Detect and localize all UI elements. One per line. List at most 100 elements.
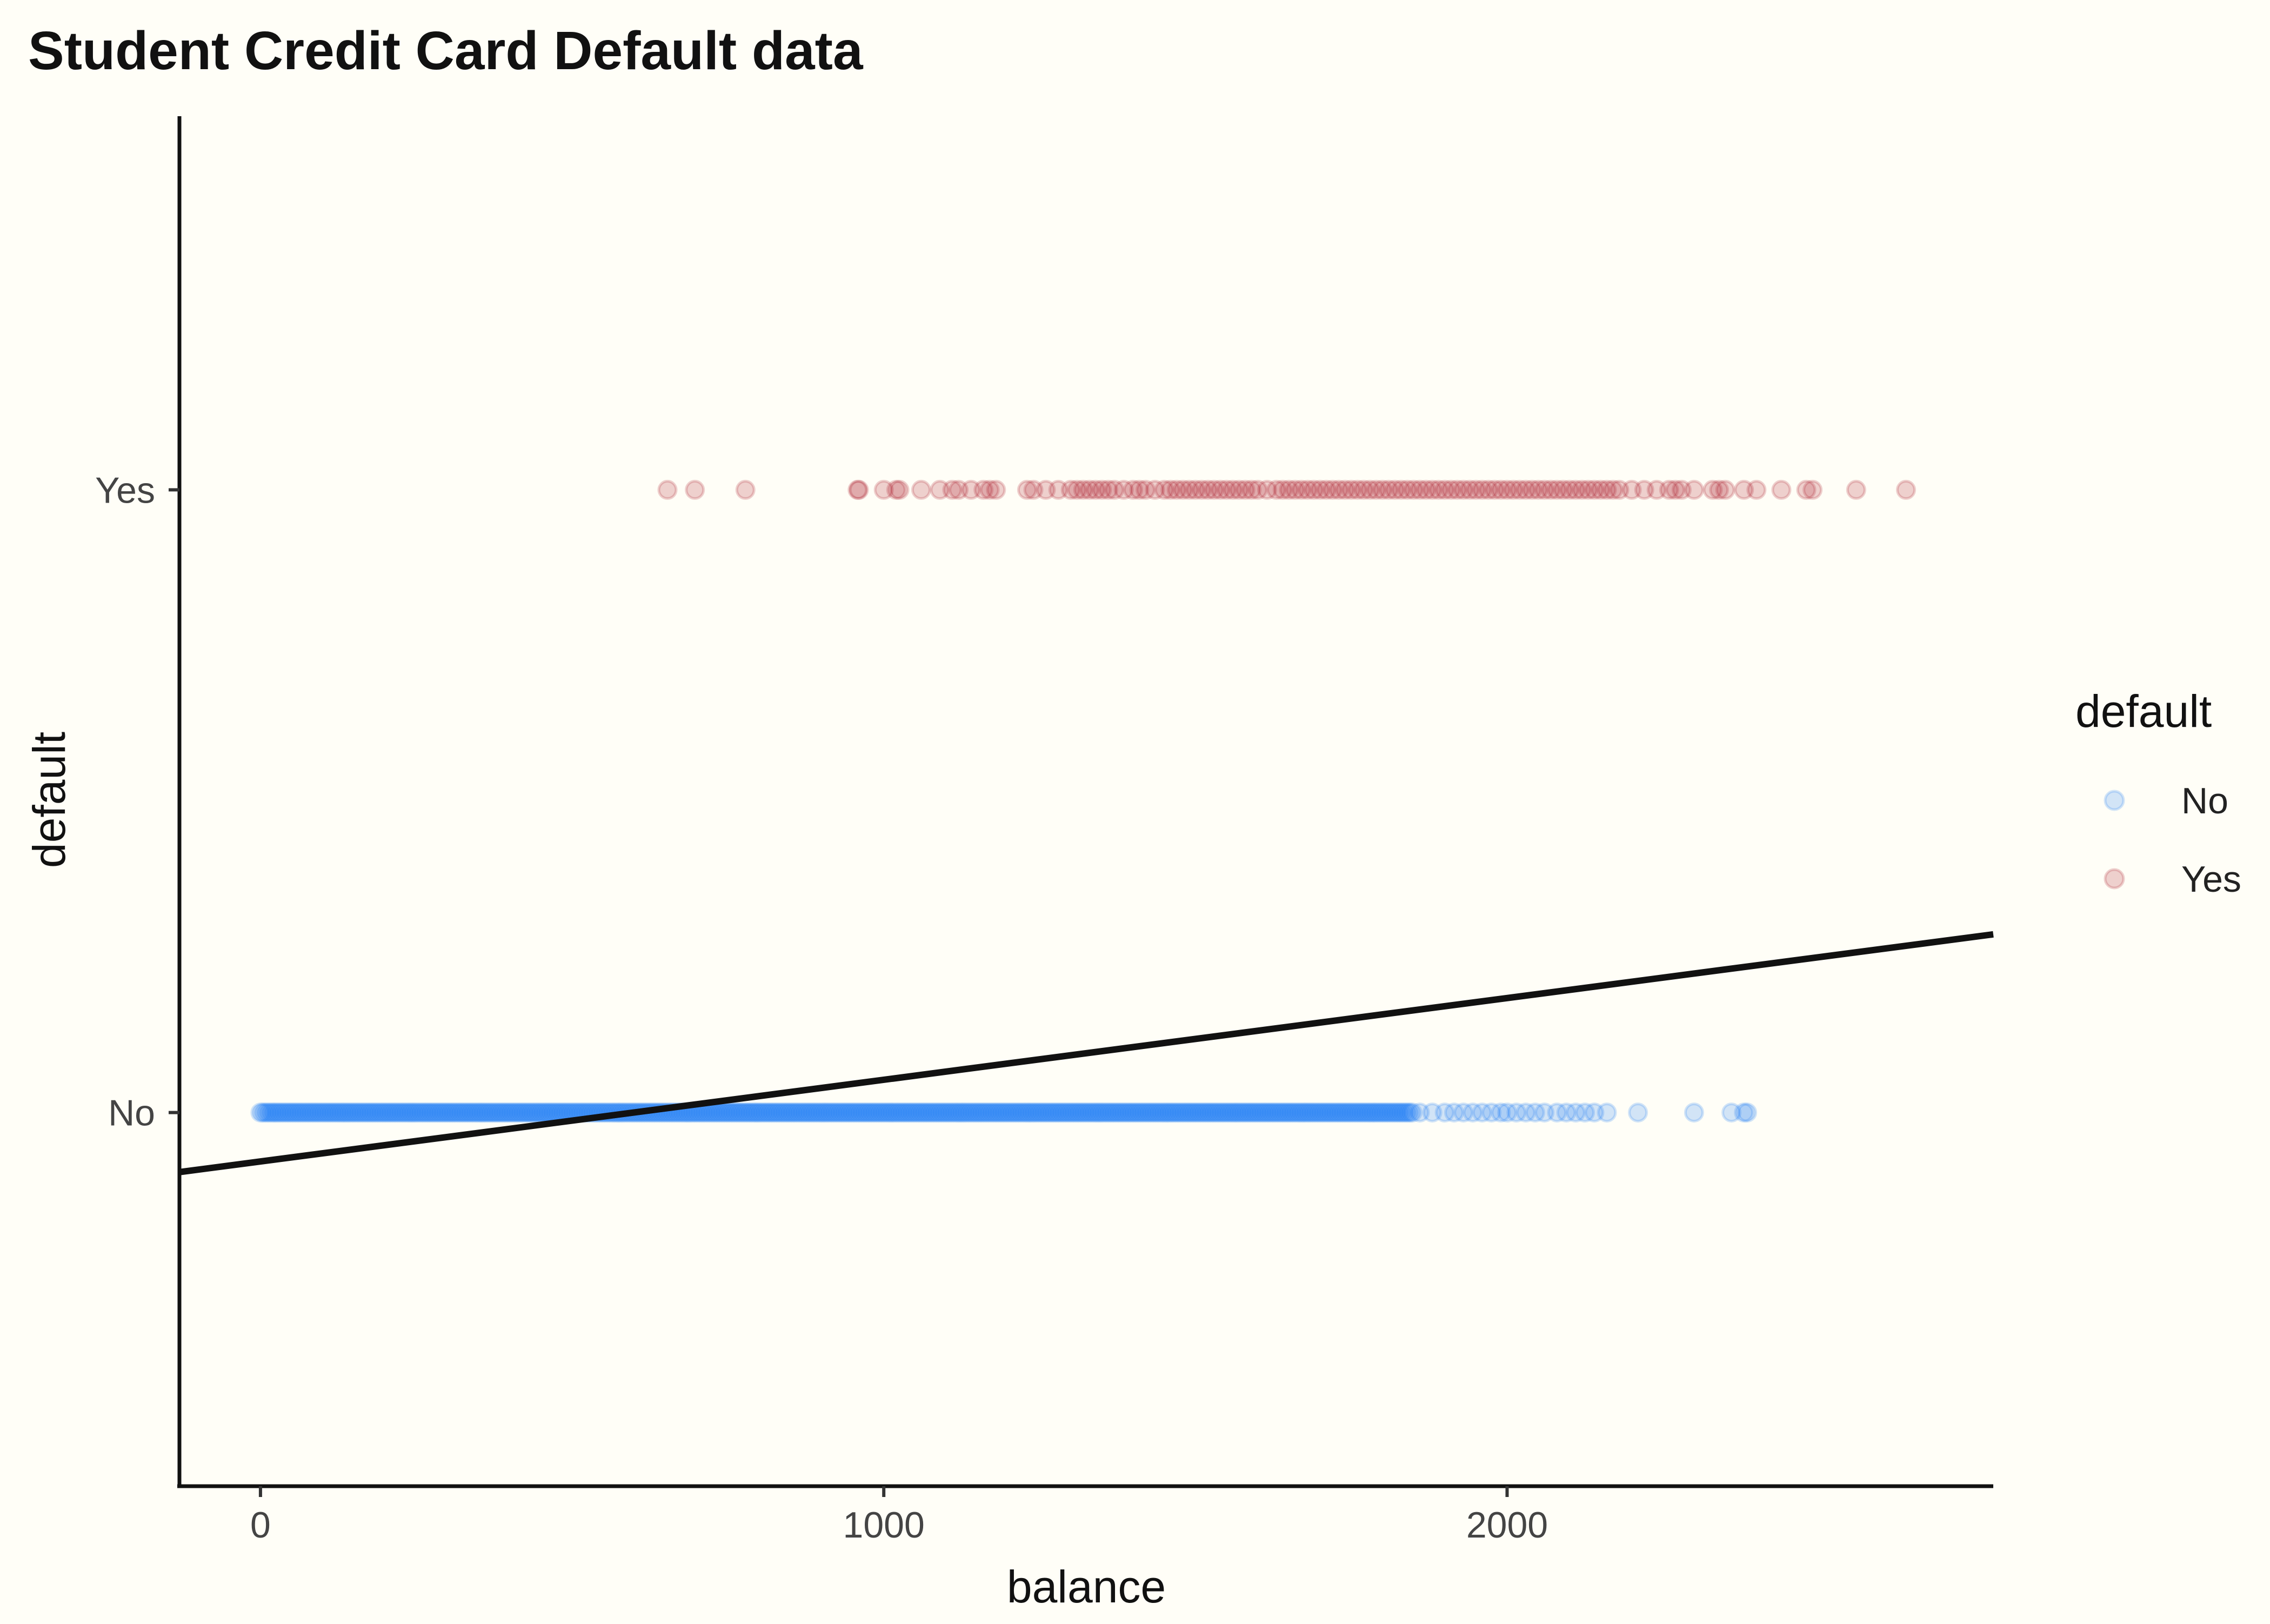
point-no bbox=[1238, 1102, 1258, 1123]
point-no bbox=[1260, 1102, 1280, 1123]
point-yes bbox=[1434, 479, 1455, 500]
point-no bbox=[1168, 1102, 1188, 1123]
point-no bbox=[1218, 1102, 1238, 1123]
point-no bbox=[405, 1102, 425, 1123]
point-no bbox=[1584, 1102, 1605, 1123]
point-no bbox=[490, 1102, 510, 1123]
point-yes bbox=[1279, 479, 1299, 500]
point-no bbox=[457, 1102, 478, 1123]
point-yes bbox=[1328, 479, 1349, 500]
point-no bbox=[1078, 1102, 1098, 1123]
point-no bbox=[1163, 1102, 1183, 1123]
point-no bbox=[388, 1102, 408, 1123]
point-no bbox=[1173, 1102, 1193, 1123]
point-no bbox=[1046, 1102, 1066, 1123]
point-yes bbox=[1528, 479, 1548, 500]
point-no bbox=[332, 1102, 353, 1123]
point-yes bbox=[1366, 479, 1386, 500]
point-no bbox=[1506, 1102, 1527, 1123]
point-yes bbox=[1166, 479, 1187, 500]
point-no bbox=[1018, 1102, 1039, 1123]
x-tick-label: 0 bbox=[250, 1505, 271, 1546]
point-no bbox=[308, 1102, 328, 1123]
points-layer bbox=[250, 479, 1916, 1123]
point-no bbox=[1210, 1102, 1231, 1123]
point-no bbox=[1267, 1102, 1288, 1123]
point-no bbox=[898, 1102, 919, 1123]
point-yes bbox=[1353, 479, 1374, 500]
point-no bbox=[791, 1102, 812, 1123]
point-no bbox=[512, 1102, 532, 1123]
point-no bbox=[1347, 1102, 1368, 1123]
point-yes bbox=[1802, 479, 1823, 500]
point-no bbox=[450, 1102, 470, 1123]
point-no bbox=[1016, 1102, 1036, 1123]
point-no bbox=[1275, 1102, 1296, 1123]
point-no bbox=[943, 1102, 964, 1123]
point-no bbox=[921, 1102, 942, 1123]
point-no bbox=[993, 1102, 1014, 1123]
point-no bbox=[1534, 1102, 1555, 1123]
point-yes bbox=[1590, 479, 1611, 500]
point-yes bbox=[873, 479, 894, 500]
point-no bbox=[422, 1102, 443, 1123]
point-no bbox=[1156, 1102, 1176, 1123]
point-no bbox=[904, 1102, 924, 1123]
point-no bbox=[1223, 1102, 1243, 1123]
point-no bbox=[255, 1102, 276, 1123]
point-no bbox=[839, 1102, 859, 1123]
point-yes bbox=[1484, 479, 1505, 500]
point-yes bbox=[1540, 479, 1561, 500]
point-no bbox=[280, 1102, 301, 1123]
point-no bbox=[1185, 1102, 1206, 1123]
point-yes bbox=[849, 479, 869, 500]
point-yes bbox=[1060, 479, 1081, 500]
point-no bbox=[1230, 1102, 1251, 1123]
point-no bbox=[1310, 1102, 1330, 1123]
point-no bbox=[447, 1102, 468, 1123]
point-no bbox=[796, 1102, 817, 1123]
point-no bbox=[288, 1102, 308, 1123]
point-yes bbox=[1048, 479, 1069, 500]
point-no bbox=[956, 1102, 976, 1123]
point-no bbox=[771, 1102, 792, 1123]
point-no bbox=[1085, 1102, 1106, 1123]
point-no bbox=[527, 1102, 548, 1123]
point-no bbox=[1143, 1102, 1163, 1123]
point-no bbox=[804, 1102, 824, 1123]
point-no bbox=[352, 1102, 373, 1123]
point-no bbox=[831, 1102, 852, 1123]
point-no bbox=[1345, 1102, 1365, 1123]
point-no bbox=[343, 1102, 363, 1123]
point-no bbox=[1382, 1102, 1403, 1123]
point-no bbox=[392, 1102, 413, 1123]
point-no bbox=[726, 1102, 747, 1123]
point-no bbox=[1118, 1102, 1138, 1123]
point-no bbox=[1377, 1102, 1398, 1123]
point-no bbox=[729, 1102, 750, 1123]
point-yes bbox=[1372, 479, 1393, 500]
point-no bbox=[1367, 1102, 1388, 1123]
point-no bbox=[1103, 1102, 1124, 1123]
point-no bbox=[395, 1102, 415, 1123]
point-no bbox=[1300, 1102, 1320, 1123]
point-no bbox=[826, 1102, 846, 1123]
point-no bbox=[1252, 1102, 1273, 1123]
point-no bbox=[1053, 1102, 1073, 1123]
point-no bbox=[1434, 1102, 1455, 1123]
point-no bbox=[1422, 1102, 1443, 1123]
point-no bbox=[719, 1102, 739, 1123]
point-no bbox=[260, 1102, 281, 1123]
x-tick-label: 1000 bbox=[843, 1505, 925, 1546]
point-no bbox=[1013, 1102, 1033, 1123]
point-no bbox=[916, 1102, 937, 1123]
point-yes bbox=[685, 479, 705, 500]
point-no bbox=[782, 1102, 802, 1123]
point-yes bbox=[1510, 479, 1530, 500]
point-yes bbox=[1023, 479, 1044, 500]
point-no bbox=[1178, 1102, 1198, 1123]
point-no bbox=[958, 1102, 979, 1123]
point-no bbox=[1385, 1102, 1405, 1123]
point-yes bbox=[1572, 479, 1592, 500]
point-no bbox=[933, 1102, 954, 1123]
